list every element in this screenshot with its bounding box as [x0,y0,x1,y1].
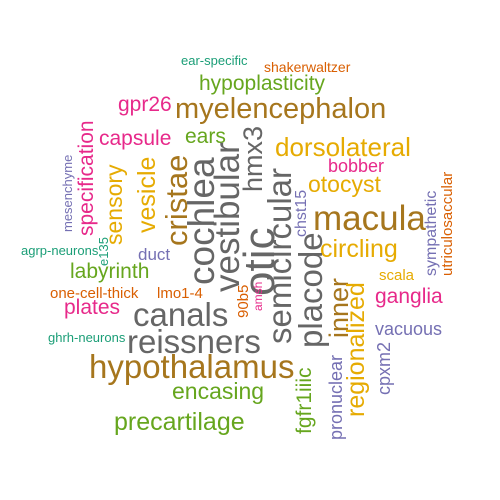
word-sensory: sensory [101,164,127,245]
word-gpr26: gpr26 [118,93,172,116]
word-encasing: encasing [172,378,265,404]
word-shakerwaltzer: shakerwaltzer [264,59,351,75]
word-pronuclear: pronuclear [326,354,346,440]
word-regionalized: regionalized [342,282,370,417]
word-one-cell-thick: one-cell-thick [50,285,139,302]
word-otocyst: otocyst [308,171,381,197]
word-vesicle: vesicle [133,156,161,233]
word-agrp-neurons: agrp-neurons [21,243,99,258]
word-specification: specification [75,120,98,236]
word-e135: e135 [96,237,111,266]
word-labyrinth: labyrinth [70,260,150,283]
word-dorsolateral: dorsolateral [275,132,411,162]
word-myelencephalon: myelencephalon [175,93,387,125]
word-precartilage: precartilage [114,408,245,436]
word-sympathetic: sympathetic [423,190,440,276]
word-circling: circling [320,235,398,263]
word-ears: ears [185,125,226,148]
word-amsh: amsh [251,281,265,311]
word-lmo1-4: lmo1-4 [157,285,203,302]
word-hypoplasticity: hypoplasticity [199,72,326,95]
word-cpxm2: cpxm2 [374,341,394,395]
word-macula: macula [313,199,426,238]
word-vacuous: vacuous [375,319,443,339]
word-plates: plates [64,296,121,319]
word-ear-specific: ear-specific [181,53,248,68]
word-ghrh-neurons: ghrh-neurons [48,330,126,345]
word-bobber: bobber [328,156,385,176]
word-utriculosaccular: utriculosaccular [439,171,456,276]
word-chst15: chst15 [293,189,310,237]
word-ganglia: ganglia [375,285,443,308]
word-canals: canals [133,296,229,333]
word-capsule: capsule [99,127,172,150]
word-mesenchyme: mesenchyme [60,154,75,232]
word-placode: placode [292,232,329,348]
word-scala: scala [379,267,415,284]
word-90b5: 90b5 [235,284,252,318]
word-fgfr1iiic: fgfr1iiic [293,367,316,434]
word-reissners: reissners [127,323,261,360]
word-duct: duct [138,245,171,264]
word-hypothalamus: hypothalamus [89,348,295,385]
